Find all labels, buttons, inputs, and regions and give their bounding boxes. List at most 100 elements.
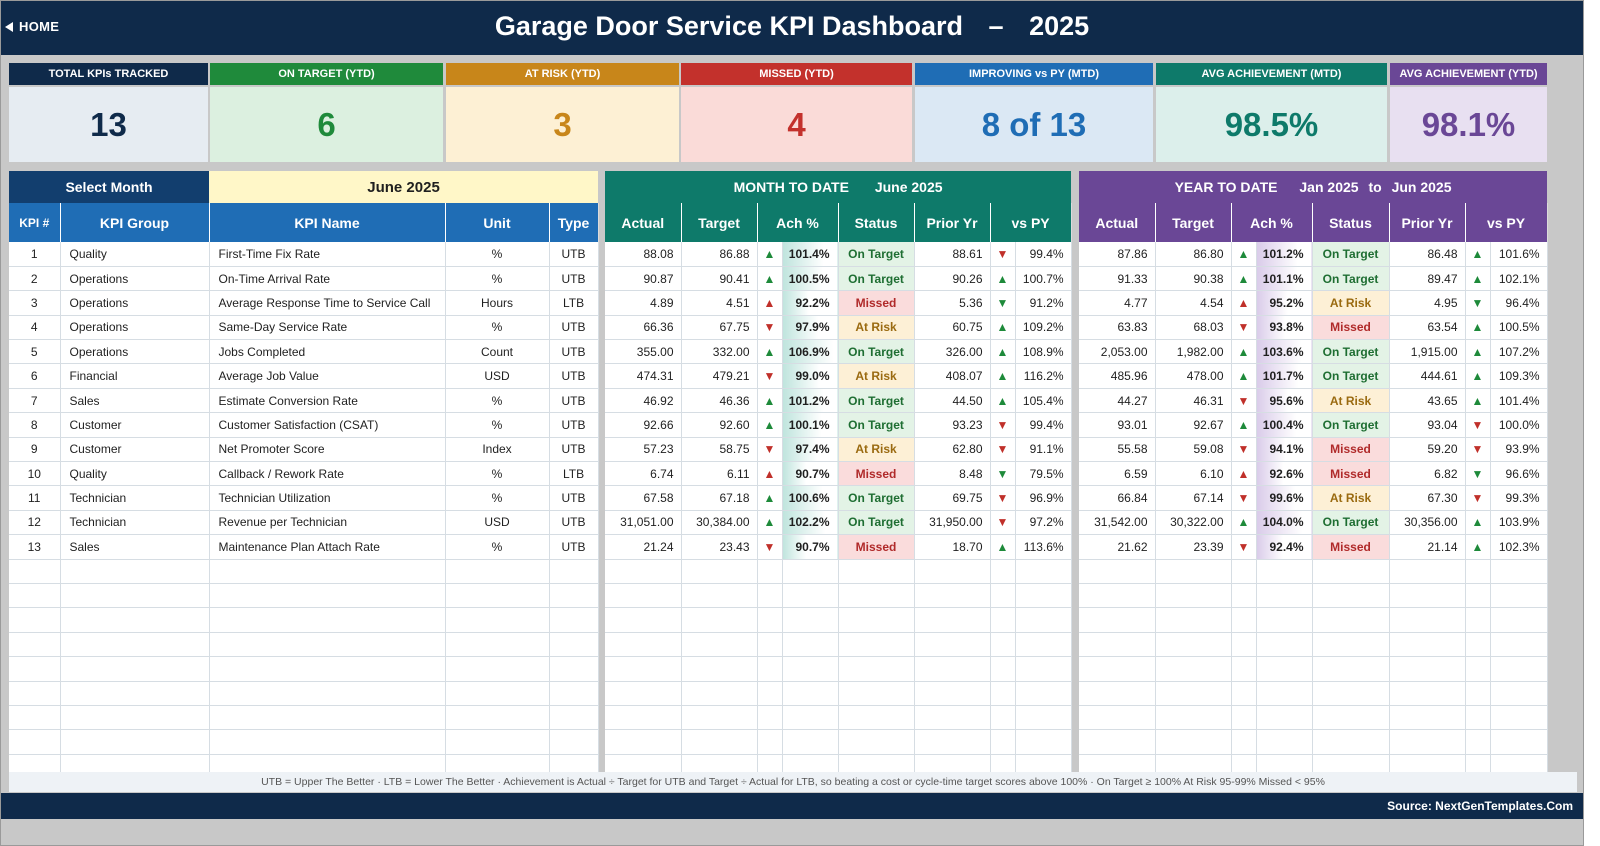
arrow-down-icon: ▼ — [990, 461, 1016, 487]
empty-cell — [914, 607, 991, 633]
empty-cell — [1079, 681, 1156, 706]
arrow-up-icon: ▲ — [990, 388, 1016, 414]
target-value: 92.60 — [681, 412, 758, 438]
achievement-value: 93.8% — [1256, 315, 1313, 341]
table-row: 21.62 23.39 ▼ 92.4% Missed 21.14 ▲ 102.3% — [1079, 534, 1548, 560]
table-row: 9 Customer Net Promoter Score Index UTB — [9, 437, 599, 463]
arrow-up-icon: ▲ — [1465, 315, 1491, 341]
prior-year-value: 43.65 — [1389, 388, 1466, 414]
prior-year-value: 69.75 — [914, 485, 991, 511]
prior-year-value: 60.75 — [914, 315, 991, 341]
prior-year-value: 67.30 — [1389, 485, 1466, 511]
actual-value: 21.24 — [605, 534, 682, 560]
empty-row — [9, 705, 599, 731]
arrow-down-icon: ▼ — [1231, 315, 1257, 341]
kpi-name: Same-Day Service Rate — [209, 315, 446, 341]
kpi-name: Customer Satisfaction (CSAT) — [209, 412, 446, 438]
empty-cell — [782, 681, 839, 706]
empty-cell — [1231, 559, 1257, 584]
target-value: 67.14 — [1155, 485, 1232, 511]
prior-year-value: 93.04 — [1389, 412, 1466, 438]
actual-value: 66.36 — [605, 315, 682, 341]
empty-cell — [1465, 729, 1491, 755]
target-value: 92.67 — [1155, 412, 1232, 438]
empty-cell — [445, 559, 550, 584]
table-row: 5 Operations Jobs Completed Count UTB — [9, 339, 599, 365]
kpi-unit: Hours — [445, 290, 550, 316]
empty-cell — [1231, 607, 1257, 633]
empty-cell — [681, 632, 758, 658]
empty-cell — [990, 583, 1016, 609]
arrow-down-icon: ▼ — [1231, 534, 1257, 560]
empty-cell — [914, 681, 991, 706]
table-row: 10 Quality Callback / Rework Rate% LTB — [9, 461, 599, 487]
status-badge: On Target — [838, 510, 915, 536]
empty-cell — [445, 607, 550, 633]
empty-cell — [605, 729, 682, 755]
mtd-period: June 2025 — [874, 179, 943, 195]
table-row: 31,051.00 30,384.00 ▲ 102.2% On Target 31,950… — [605, 510, 1072, 536]
empty-row — [1079, 681, 1548, 706]
empty-cell — [445, 632, 550, 658]
kpi-group: Sales — [60, 534, 210, 560]
empty-cell — [990, 607, 1016, 633]
empty-cell — [549, 729, 599, 755]
target-value: 46.31 — [1155, 388, 1232, 414]
empty-cell — [1490, 705, 1548, 731]
achievement-value: 101.7% — [1256, 363, 1313, 389]
empty-cell — [782, 705, 839, 731]
actual-value: 474.31 — [605, 363, 682, 389]
status-badge: On Target — [1312, 242, 1390, 267]
empty-cell — [681, 705, 758, 731]
table-row: 57.23 58.75 ▼ 97.4% At Risk 62.80 ▼ 91.1% — [605, 437, 1072, 463]
empty-row — [1079, 607, 1548, 633]
ytd-title-bar: YEAR TO DATE Jan 2025 to Jun 2025 — [1079, 171, 1548, 203]
achievement-value: 97.4% — [782, 437, 839, 463]
kpi-card-value: 98.1% — [1390, 87, 1547, 162]
empty-cell — [60, 559, 210, 584]
vs-py-value: 97.2% — [1015, 510, 1072, 536]
status-badge: On Target — [1312, 510, 1390, 536]
target-value: 46.36 — [681, 388, 758, 414]
vs-py-value: 108.9% — [1015, 339, 1072, 365]
empty-cell — [9, 681, 61, 706]
achievement-value: 100.5% — [782, 266, 839, 292]
kpi-group: Technician — [60, 485, 210, 511]
table-row: 6.59 6.10 ▲ 92.6% Missed 6.82 ▼ 96.6% — [1079, 461, 1548, 487]
kpi-unit: USD — [445, 510, 550, 536]
empty-cell — [681, 583, 758, 609]
empty-cell — [782, 632, 839, 658]
arrow-up-icon: ▲ — [1231, 339, 1257, 365]
empty-cell — [1312, 729, 1390, 755]
empty-cell — [1231, 656, 1257, 682]
table-row: 92.66 92.60 ▲ 100.1% On Target 93.23 ▼ 99.4% — [605, 412, 1072, 438]
mtd-table: MONTH TO DATE June 2025 Actual Target Ach … — [605, 171, 1072, 780]
arrow-up-icon: ▲ — [1231, 290, 1257, 316]
actual-value: 67.58 — [605, 485, 682, 511]
table-row: 21.24 23.43 ▼ 90.7% Missed 18.70 ▲ 113.6% — [605, 534, 1072, 560]
column-header: Prior Yr — [1389, 203, 1466, 242]
month-selector[interactable]: June 2025 — [209, 171, 599, 203]
kpi-unit: % — [445, 412, 550, 438]
column-header: Ach % — [757, 203, 839, 242]
home-button[interactable]: HOME — [5, 19, 59, 34]
kpi-number: 1 — [9, 242, 61, 267]
prior-year-value: 44.50 — [914, 388, 991, 414]
ytd-header: Actual Target Ach % Status Prior Yr vs PY — [1079, 203, 1548, 242]
empty-row — [605, 607, 1072, 633]
kpi-name: Callback / Rework Rate — [209, 461, 446, 487]
vs-py-value: 109.2% — [1015, 315, 1072, 341]
ytd-to: to — [1368, 179, 1382, 195]
actual-value: 4.89 — [605, 290, 682, 316]
arrow-down-icon: ▼ — [990, 242, 1016, 267]
empty-cell — [1490, 632, 1548, 658]
status-badge: On Target — [838, 266, 915, 292]
vs-py-value: 101.6% — [1490, 242, 1548, 267]
kpi-unit: % — [445, 534, 550, 560]
arrow-down-icon: ▼ — [757, 315, 783, 341]
empty-cell — [838, 705, 915, 731]
empty-cell — [782, 583, 839, 609]
status-badge: At Risk — [838, 315, 915, 341]
legend-note: UTB = Upper The Better · LTB = Lower The… — [9, 772, 1577, 792]
empty-row — [1079, 656, 1548, 682]
